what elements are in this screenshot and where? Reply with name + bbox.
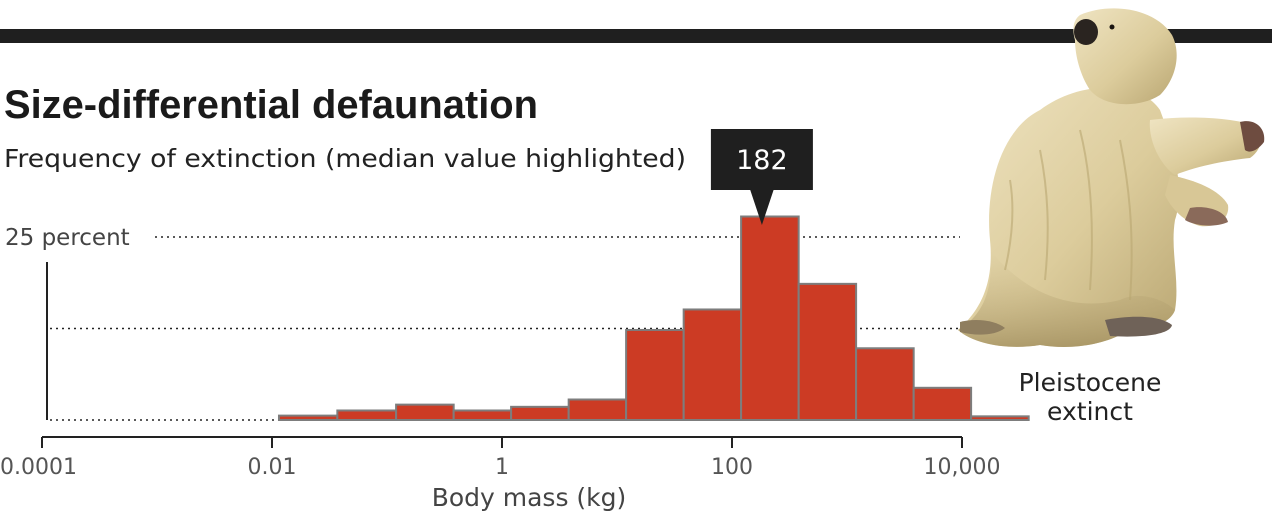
series-label-line-2: extinct [1047, 397, 1133, 426]
histogram-bar [625, 328, 685, 421]
series-label-line-1: Pleistocene [1019, 368, 1162, 397]
histogram-bar [567, 398, 628, 421]
x-tick-label: 10,000 [924, 455, 1001, 480]
chart-subtitle: Frequency of extinction (median value hi… [4, 144, 686, 173]
histogram-bar [336, 409, 398, 422]
x-tick-label: 0.0001 [0, 455, 77, 480]
sloth-illustration [958, 8, 1265, 347]
x-axis-ticks: 0.0001 0.01 1 100 10,000 [0, 437, 1000, 480]
x-axis-label: Body mass (kg) [432, 483, 627, 512]
histogram-bar [277, 414, 339, 422]
median-callout: 182 [710, 129, 813, 225]
histogram-bar [452, 409, 513, 422]
histogram-bar [682, 308, 743, 421]
x-tick-label: 0.01 [248, 455, 297, 480]
histogram-bar [510, 405, 570, 422]
histogram-bar [855, 347, 915, 422]
x-tick-label: 1 [495, 455, 509, 480]
histogram-bar [797, 282, 858, 421]
top-rule [0, 29, 1272, 43]
gridlines [50, 236, 960, 421]
histogram-bar [395, 403, 455, 421]
histogram-bars [277, 215, 1030, 422]
median-callout-label: 182 [736, 145, 788, 176]
chart-title: Size-differential defaunation [4, 83, 538, 127]
histogram-bar [912, 386, 973, 421]
y-tick-label: 25 percent [5, 225, 130, 251]
median-callout-pointer [749, 189, 774, 225]
histogram-bar [970, 415, 1030, 421]
histogram-bar [740, 215, 800, 421]
median-callout-box [710, 129, 813, 190]
x-tick-label: 100 [711, 455, 753, 480]
